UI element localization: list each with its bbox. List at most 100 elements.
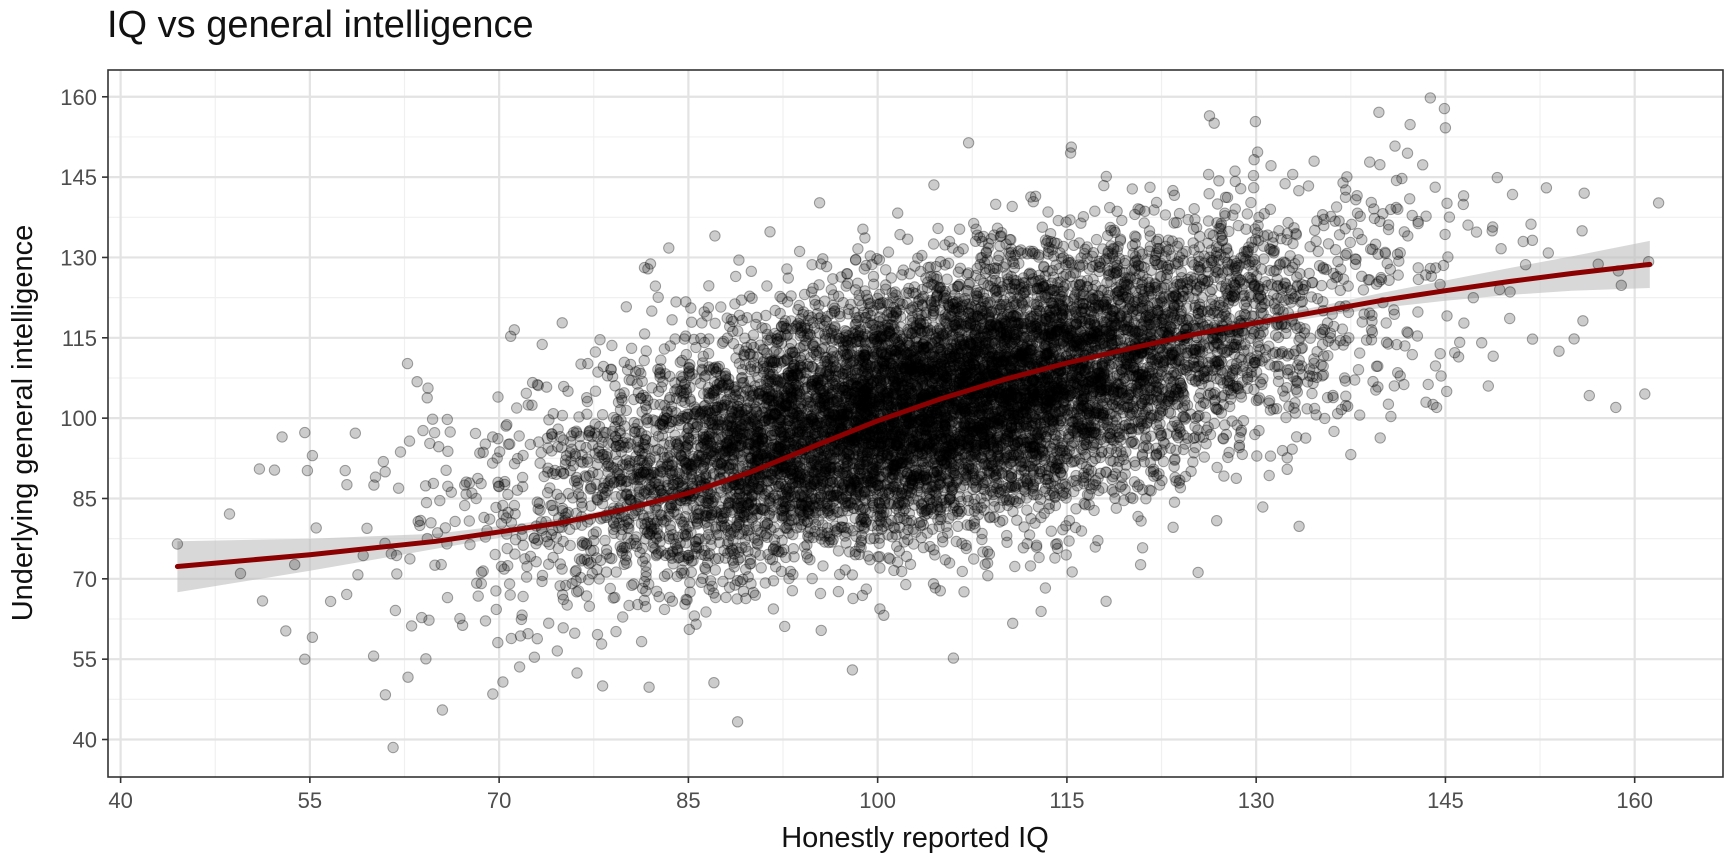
data-point (939, 554, 951, 566)
data-point (1017, 542, 1029, 554)
data-point (1046, 264, 1059, 277)
data-point (1107, 415, 1119, 427)
data-point (377, 455, 389, 468)
data-point (1412, 306, 1424, 318)
data-point (280, 625, 292, 637)
data-point (520, 387, 532, 399)
data-point (767, 603, 780, 615)
data-point (610, 625, 622, 638)
data-point (1357, 284, 1370, 296)
data-point (528, 651, 541, 663)
data-point (1158, 320, 1170, 332)
data-point (1248, 182, 1260, 194)
data-point (1264, 203, 1277, 216)
data-point (1462, 219, 1474, 231)
data-point (1435, 370, 1447, 382)
data-point (752, 438, 765, 450)
data-point (1382, 398, 1395, 410)
data-point (1062, 330, 1074, 342)
data-point (531, 633, 543, 645)
data-point (649, 280, 662, 292)
data-point (1056, 373, 1069, 385)
data-point (1229, 165, 1241, 177)
data-point (571, 667, 583, 679)
data-point (951, 431, 963, 443)
data-point (479, 615, 492, 627)
data-point (1526, 333, 1539, 345)
data-point (980, 267, 992, 279)
data-point (864, 506, 877, 518)
data-point (747, 329, 760, 341)
data-point (1380, 336, 1393, 348)
data-point (1136, 412, 1148, 424)
data-point (1238, 328, 1251, 340)
data-point (850, 253, 862, 266)
data-point (1506, 188, 1519, 201)
data-point (444, 426, 456, 438)
data-point (954, 308, 966, 320)
data-point (738, 390, 750, 402)
data-point (1213, 359, 1225, 371)
data-point (1218, 470, 1230, 482)
data-point (1007, 400, 1019, 412)
data-point (1385, 410, 1397, 423)
data-point (617, 611, 629, 623)
data-point (520, 571, 533, 583)
data-point (1011, 514, 1023, 526)
data-point (717, 335, 730, 348)
data-point (1156, 326, 1168, 338)
data-point (1053, 375, 1066, 387)
data-point (709, 444, 721, 456)
data-point (837, 445, 849, 457)
data-point (827, 394, 839, 406)
data-point (927, 458, 939, 470)
data-point (745, 265, 757, 277)
data-point (1202, 168, 1215, 181)
data-point (1211, 461, 1223, 474)
data-point (1172, 256, 1184, 268)
data-point (817, 560, 829, 572)
data-point (900, 578, 912, 591)
data-point (682, 551, 695, 564)
data-point (1491, 171, 1504, 184)
data-point (1080, 303, 1093, 315)
data-point (417, 424, 429, 437)
data-point (923, 416, 935, 428)
data-point (1033, 551, 1045, 564)
data-point (1380, 317, 1392, 329)
data-point (569, 627, 581, 639)
data-point (1129, 251, 1142, 263)
data-point (1187, 456, 1199, 468)
data-point (1247, 169, 1260, 182)
data-point (592, 366, 604, 378)
data-point (795, 518, 808, 531)
data-point (1168, 302, 1180, 314)
data-point (1106, 310, 1119, 323)
data-point (425, 517, 437, 529)
data-point (741, 524, 753, 536)
data-point (782, 355, 794, 367)
data-point (965, 301, 977, 313)
data-point (884, 498, 896, 510)
data-point (792, 362, 804, 375)
data-point (1374, 432, 1386, 444)
data-point (1054, 430, 1067, 442)
data-point (892, 326, 904, 338)
data-point (1441, 310, 1453, 322)
data-point (808, 468, 820, 480)
data-point (610, 566, 622, 578)
data-point (639, 552, 651, 564)
data-point (1167, 393, 1179, 405)
data-point (977, 396, 989, 408)
data-point (815, 624, 827, 637)
data-point (831, 395, 843, 407)
data-point (1042, 265, 1054, 277)
data-point (1005, 452, 1018, 464)
data-point (734, 409, 746, 421)
data-point (937, 454, 949, 466)
data-point (913, 481, 926, 494)
data-point (979, 292, 991, 305)
data-point (982, 447, 994, 459)
data-point (896, 565, 908, 578)
grid-major (108, 70, 1723, 777)
